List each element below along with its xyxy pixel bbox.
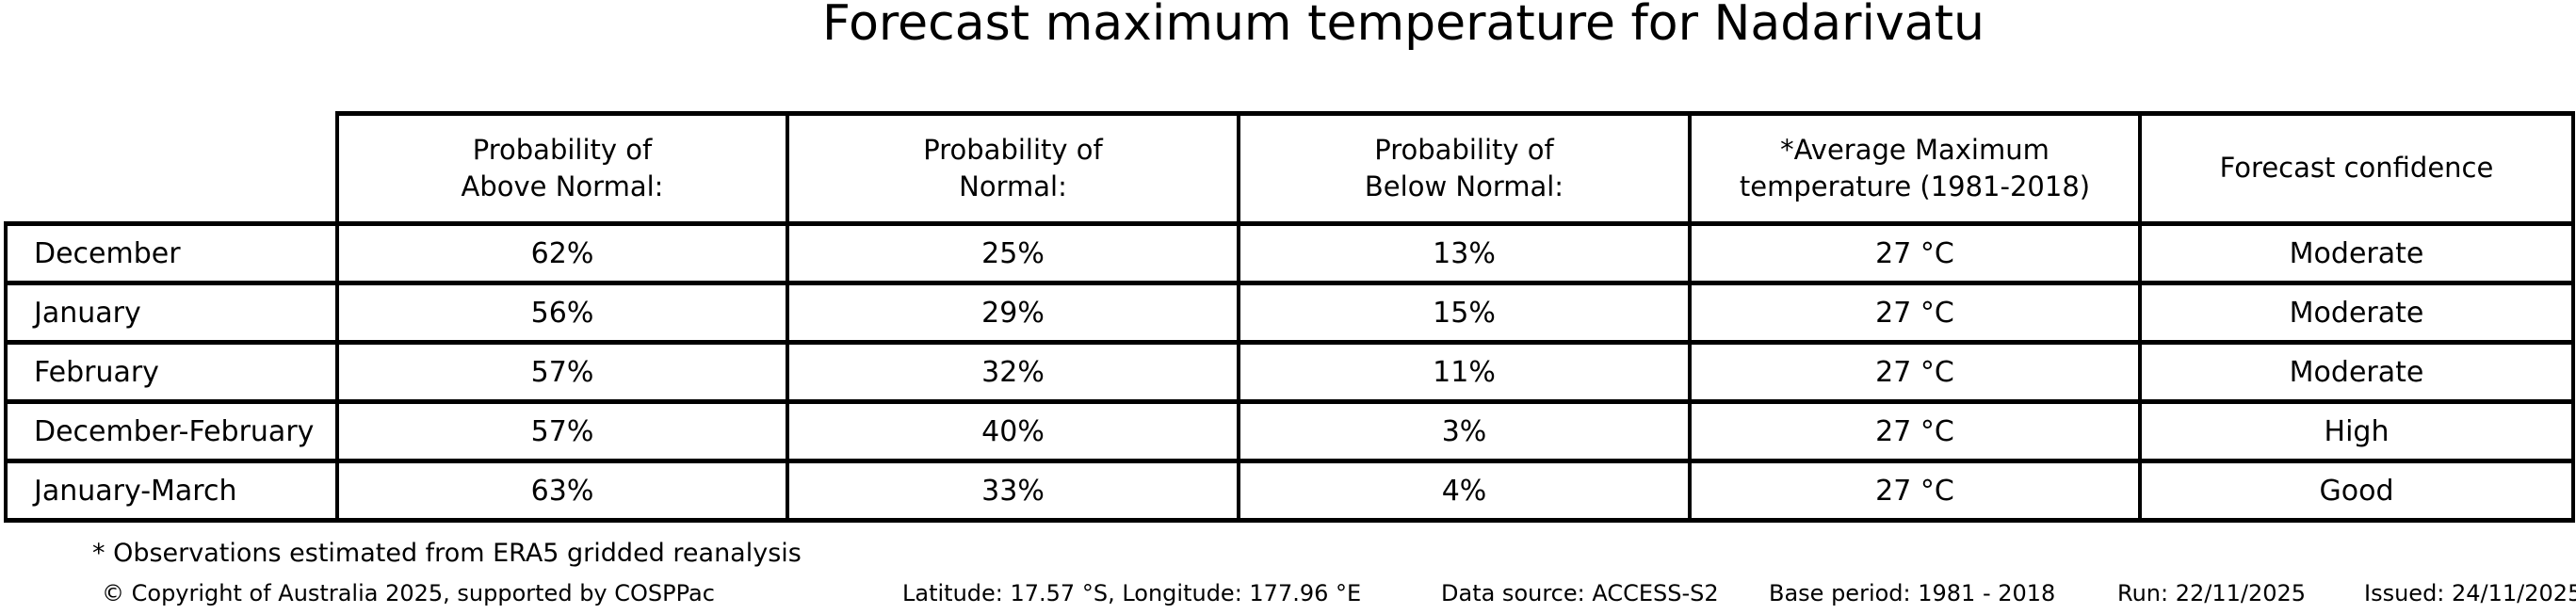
table-header-forecast-confidence: Forecast confidence bbox=[2138, 111, 2575, 226]
row-label-cell: January-March bbox=[4, 459, 339, 523]
page-title: Forecast maximum temperature for Nadariv… bbox=[822, 0, 1985, 52]
below-normal-cell: 3% bbox=[1237, 399, 1692, 463]
data-source-text: Data source: ACCESS-S2 bbox=[1441, 580, 1719, 606]
below-normal-cell: 4% bbox=[1237, 459, 1692, 523]
table-header-normal: Probability of Normal: bbox=[786, 111, 1240, 226]
run-date-text: Run: 22/11/2025 bbox=[2117, 580, 2307, 606]
table-header-above-normal: Probability of Above Normal: bbox=[335, 111, 789, 226]
confidence-cell: Moderate bbox=[2138, 340, 2575, 404]
below-normal-cell: 11% bbox=[1237, 340, 1692, 404]
copyright-text: © Copyright of Australia 2025, supported… bbox=[102, 580, 715, 606]
row-label-cell: January bbox=[4, 281, 339, 345]
above-normal-cell: 56% bbox=[335, 281, 789, 345]
above-normal-cell: 63% bbox=[335, 459, 789, 523]
table-row: December-February 57% 40% 3% 27 °C High bbox=[4, 399, 2575, 463]
above-normal-cell: 62% bbox=[335, 221, 789, 285]
above-normal-cell: 57% bbox=[335, 399, 789, 463]
row-label-cell: December bbox=[4, 221, 339, 285]
confidence-cell: High bbox=[2138, 399, 2575, 463]
row-label-cell: February bbox=[4, 340, 339, 404]
table-header-row: Probability of Above Normal: Probability… bbox=[6, 111, 2575, 226]
table-header-below-normal: Probability of Below Normal: bbox=[1237, 111, 1692, 226]
below-normal-cell: 15% bbox=[1237, 281, 1692, 345]
normal-cell: 32% bbox=[786, 340, 1240, 404]
table-row: January-March 63% 33% 4% 27 °C Good bbox=[4, 459, 2575, 523]
observations-footnote: * Observations estimated from ERA5 gridd… bbox=[92, 539, 802, 568]
average-max-temp-cell: 27 °C bbox=[1688, 340, 2142, 404]
table-row: December 62% 25% 13% 27 °C Moderate bbox=[4, 221, 2575, 285]
average-max-temp-cell: 27 °C bbox=[1688, 221, 2142, 285]
confidence-cell: Moderate bbox=[2138, 281, 2575, 345]
normal-cell: 25% bbox=[786, 221, 1240, 285]
confidence-cell: Moderate bbox=[2138, 221, 2575, 285]
table-row: February 57% 32% 11% 27 °C Moderate bbox=[4, 340, 2575, 404]
above-normal-cell: 57% bbox=[335, 340, 789, 404]
forecast-table: Probability of Above Normal: Probability… bbox=[4, 111, 2575, 523]
average-max-temp-cell: 27 °C bbox=[1688, 459, 2142, 523]
average-max-temp-cell: 27 °C bbox=[1688, 399, 2142, 463]
table-header-average-max-temp: *Average Maximum temperature (1981-2018) bbox=[1688, 111, 2142, 226]
confidence-cell: Good bbox=[2138, 459, 2575, 523]
normal-cell: 29% bbox=[786, 281, 1240, 345]
location-text: Latitude: 17.57 °S, Longitude: 177.96 °E bbox=[902, 580, 1362, 606]
table-row: January 56% 29% 15% 27 °C Moderate bbox=[4, 281, 2575, 345]
normal-cell: 33% bbox=[786, 459, 1240, 523]
base-period-text: Base period: 1981 - 2018 bbox=[1769, 580, 2056, 606]
below-normal-cell: 13% bbox=[1237, 221, 1692, 285]
normal-cell: 40% bbox=[786, 399, 1240, 463]
row-label-cell: December-February bbox=[4, 399, 339, 463]
average-max-temp-cell: 27 °C bbox=[1688, 281, 2142, 345]
issued-date-text: Issued: 24/11/2025 bbox=[2364, 580, 2576, 606]
table-header-corner bbox=[6, 113, 337, 224]
